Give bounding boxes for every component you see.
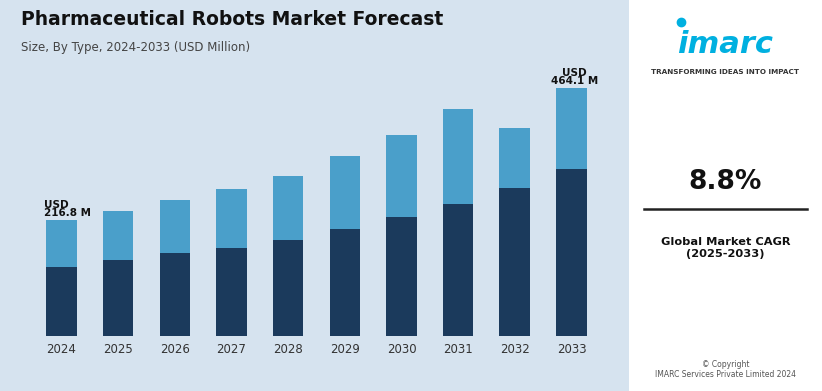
Text: TRANSFORMING IDEAS INTO IMPACT: TRANSFORMING IDEAS INTO IMPACT bbox=[651, 69, 800, 75]
Text: © Copyright
IMARC Services Private Limited 2024: © Copyright IMARC Services Private Limit… bbox=[655, 360, 796, 379]
Bar bbox=[556, 169, 587, 336]
Bar bbox=[273, 240, 303, 336]
Bar bbox=[386, 217, 417, 336]
Text: Pharmaceutical Robots Market Forecast: Pharmaceutical Robots Market Forecast bbox=[21, 10, 443, 29]
Bar bbox=[386, 135, 417, 217]
Bar bbox=[46, 267, 76, 336]
Bar bbox=[500, 127, 530, 188]
Bar bbox=[103, 260, 133, 336]
Bar bbox=[46, 220, 76, 267]
Bar bbox=[330, 229, 360, 336]
Text: 464.1 M: 464.1 M bbox=[551, 76, 598, 86]
Bar bbox=[103, 211, 133, 260]
Bar bbox=[159, 253, 190, 336]
Text: Global Market CAGR
(2025-2033): Global Market CAGR (2025-2033) bbox=[661, 237, 790, 259]
Text: 8.8%: 8.8% bbox=[689, 169, 762, 195]
Bar bbox=[443, 109, 473, 204]
Bar bbox=[159, 200, 190, 253]
Text: Size, By Type, 2024-2033 (USD Million): Size, By Type, 2024-2033 (USD Million) bbox=[21, 41, 250, 54]
Bar bbox=[216, 189, 247, 248]
Bar bbox=[216, 248, 247, 336]
Bar bbox=[443, 204, 473, 336]
Text: imarc: imarc bbox=[677, 30, 774, 59]
Bar bbox=[330, 156, 360, 229]
Text: USD: USD bbox=[44, 201, 69, 210]
Bar bbox=[500, 188, 530, 336]
Bar bbox=[556, 88, 587, 169]
Text: USD: USD bbox=[562, 68, 587, 78]
Text: 216.8 M: 216.8 M bbox=[44, 208, 91, 218]
Bar bbox=[273, 176, 303, 240]
